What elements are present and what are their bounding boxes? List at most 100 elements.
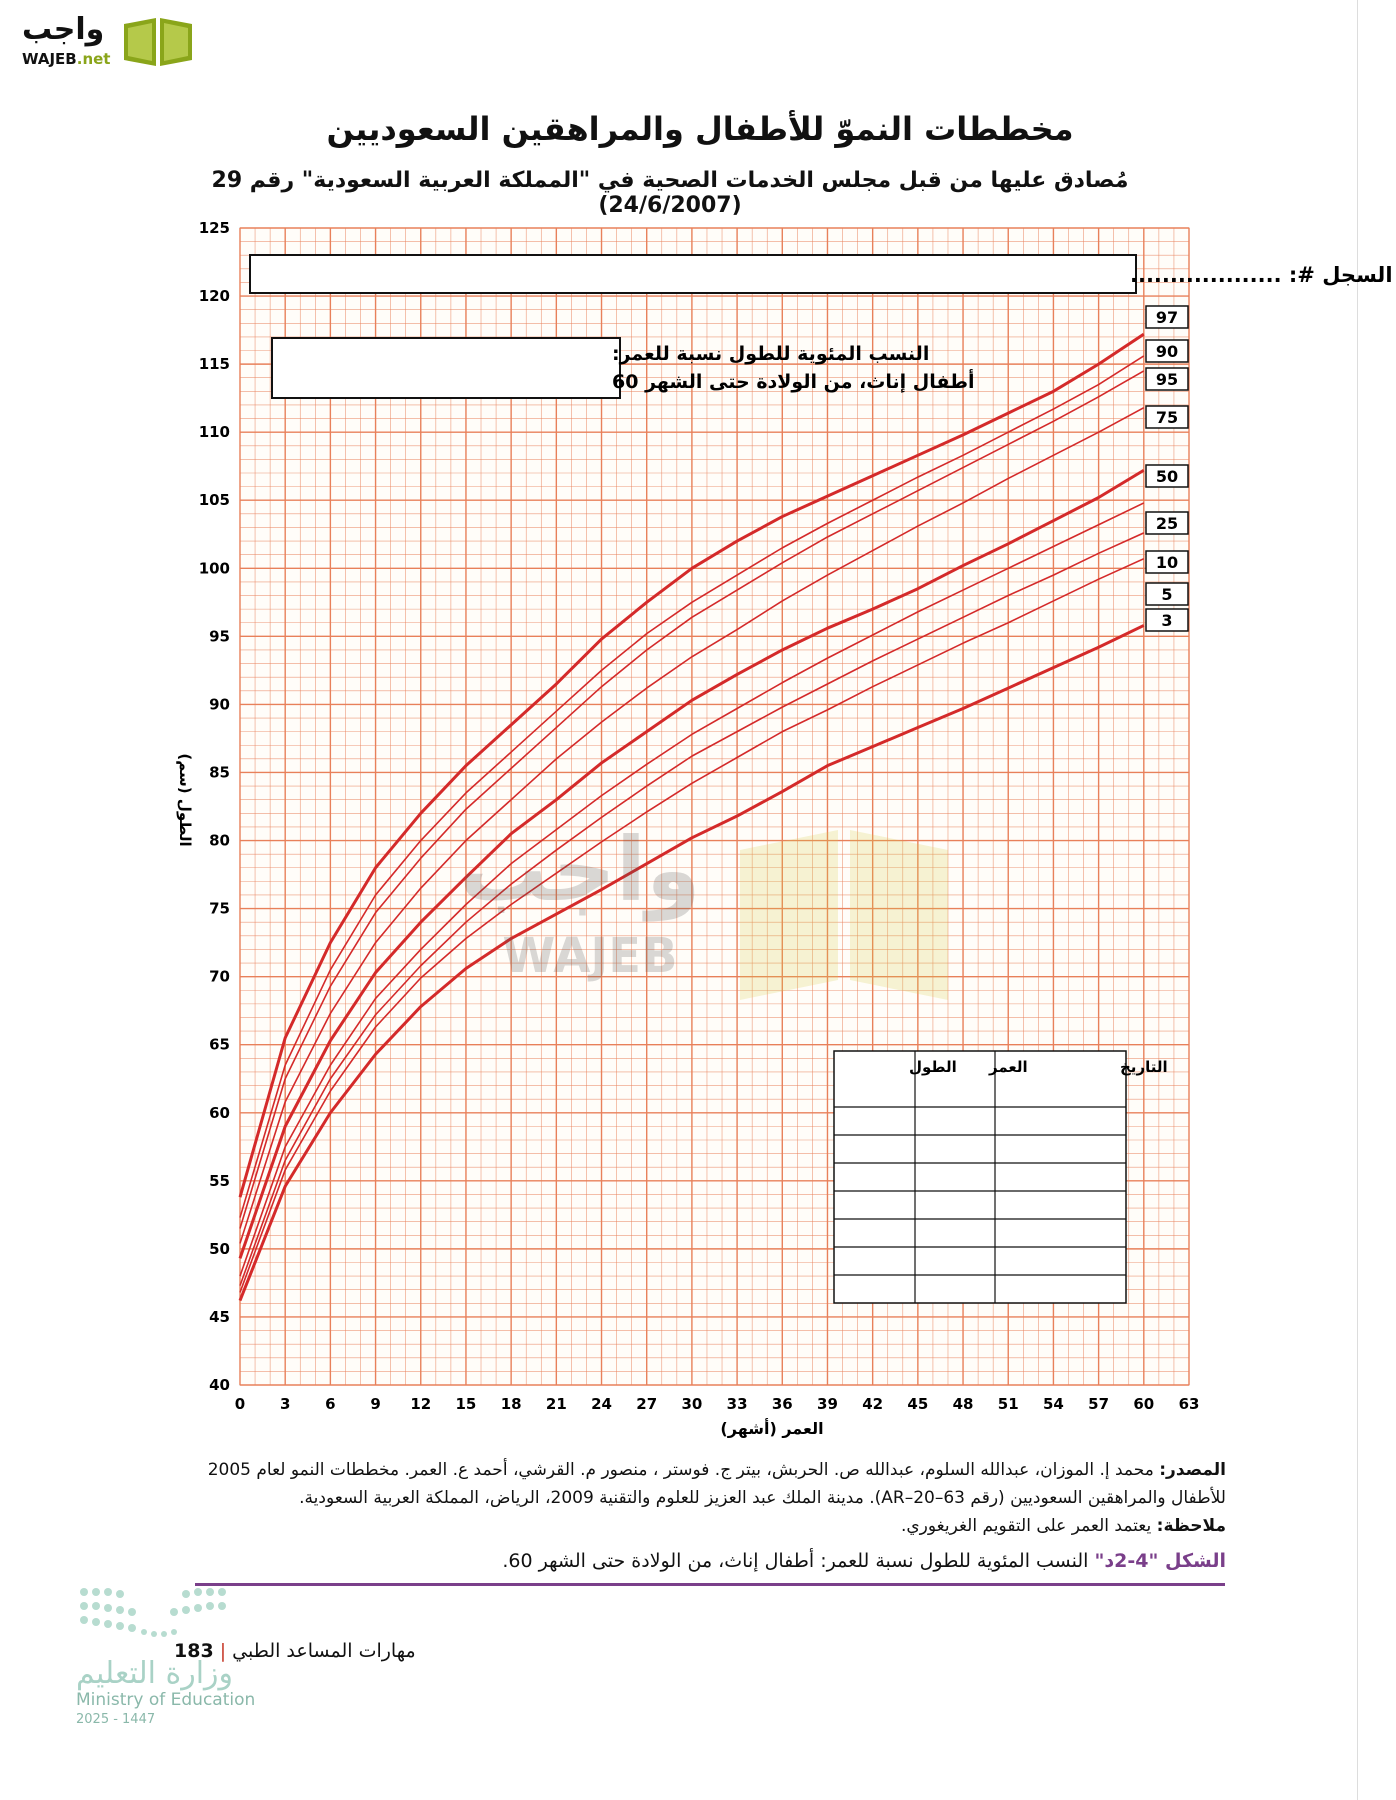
y-tick-label: 80 [209, 832, 230, 850]
x-tick-label: 3 [280, 1395, 290, 1413]
x-tick-label: 36 [772, 1395, 793, 1413]
curve-p25 [239, 502, 1145, 1277]
label-p95: 95 [1156, 370, 1178, 389]
label-box-p97 [1145, 305, 1189, 329]
label-box-p90 [1145, 339, 1189, 363]
page-subtitle: مُصادق عليها من قبل مجلس الخدمات الصحية … [211, 168, 1129, 218]
curve-p3 [238, 624, 1145, 1302]
label-box-p75 [1145, 405, 1189, 429]
x-tick-label: 57 [1088, 1395, 1109, 1413]
footer-separator: | [219, 1640, 233, 1662]
book-icon [124, 18, 192, 66]
logo-arabic-text: واجب [22, 12, 105, 47]
x-tick-label: 48 [953, 1395, 974, 1413]
name-box[interactable]: الاسم: ................. تاريخ الميلاد: … [249, 254, 1396, 294]
curve-p95 [239, 370, 1145, 1229]
chart-note-box: النسب المئوية للطول نسبة للعمر: أطفال إن… [271, 337, 975, 399]
y-axis-label: الطول (سم) [176, 753, 194, 846]
label-box-p50 [1145, 464, 1189, 488]
y-tick-label: 55 [209, 1172, 230, 1190]
label-box-p25 [1145, 511, 1189, 535]
label-p25: 25 [1156, 514, 1178, 533]
curve-p50 [238, 469, 1145, 1259]
note-label: ملاحظة: [1156, 1516, 1226, 1536]
y-tick-label: 65 [209, 1036, 230, 1054]
x-tick-label: 6 [325, 1395, 335, 1413]
table-header: العمر [988, 1058, 1028, 1076]
x-tick-label: 63 [1179, 1395, 1200, 1413]
y-axis-ticks: 40 45 50 55 60 65 70 75 80 85 90 95 100 105 110 115 120 1… [199, 219, 230, 1394]
watermark-latin: WAJEB [502, 928, 677, 984]
x-tick-label: 15 [456, 1395, 477, 1413]
y-tick-label: 40 [209, 1376, 230, 1394]
page-title: مخططات النموّ للأطفال والمراهقين السعودي… [326, 110, 1074, 148]
logo-latin-text: WAJEB.net [22, 50, 110, 68]
curve-p90 [239, 355, 1145, 1218]
page-footer: 183 | مهارات المساعد الطبي [174, 1640, 416, 1662]
y-tick-label: 95 [209, 627, 230, 645]
percentile-curves [238, 332, 1145, 1302]
curve-p75 [239, 406, 1145, 1244]
curve-p10 [239, 532, 1145, 1286]
percentile-labels: 97 90 95 75 50 25 10 5 3 [1145, 305, 1189, 632]
logo-tld: .net [76, 50, 111, 68]
source-line2: للأطفال والمراهقين السعوديين (رقم AR–20–… [299, 1488, 1226, 1508]
x-tick-label: 24 [591, 1395, 612, 1413]
curve-p97 [238, 332, 1145, 1198]
label-box-p95 [1145, 367, 1189, 391]
y-tick-label: 90 [209, 695, 230, 713]
record-table[interactable]: التاريخ العمر الطول [833, 1050, 1168, 1304]
y-tick-label: 45 [209, 1308, 230, 1326]
y-tick-label: 70 [209, 968, 230, 986]
x-tick-label: 21 [546, 1395, 567, 1413]
wajeb-logo[interactable]: واجب WAJEB.net [10, 6, 200, 70]
label-p10: 10 [1156, 553, 1178, 572]
book-title: مهارات المساعد الطبي [232, 1640, 416, 1662]
y-tick-label: 85 [209, 763, 230, 781]
figure-caption: الشكل "4-2د" النسب المئوية للطول نسبة لل… [206, 1550, 1226, 1572]
y-tick-label: 100 [199, 559, 230, 577]
x-axis-label: العمر (أشهر) [720, 1418, 823, 1438]
page-number: 183 [174, 1640, 214, 1662]
y-tick-label: 125 [199, 219, 230, 237]
x-tick-label: 30 [681, 1395, 702, 1413]
ministry-year: 2025 - 1447 [76, 1712, 156, 1727]
x-tick-label: 60 [1133, 1395, 1154, 1413]
label-p97: 97 [1156, 308, 1178, 327]
caption-label: الشكل "4-2د" [1094, 1550, 1226, 1572]
source-block: المصدر: محمد إ. الموزان، عبدالله السلوم،… [206, 1456, 1226, 1540]
chart-note-line2: أطفال إناث، من الولادة حتى الشهر 60 [612, 369, 975, 393]
page-edge [1357, 0, 1358, 1800]
y-tick-label: 60 [209, 1104, 230, 1122]
label-p50: 50 [1156, 467, 1178, 486]
x-tick-label: 45 [907, 1395, 928, 1413]
note-text: يعتمد العمر على التقويم الغريغوري. [900, 1516, 1152, 1536]
label-box-p10 [1145, 550, 1189, 574]
name-box-text: الاسم: ................. تاريخ الميلاد: … [1130, 263, 1396, 287]
table-frame [833, 1050, 1127, 1304]
source-label: المصدر: [1159, 1460, 1226, 1480]
logo-latin: WAJEB [22, 50, 77, 68]
ministry-arabic: وزارة التعليم [76, 1656, 234, 1691]
x-tick-label: 39 [817, 1395, 838, 1413]
chart-note-line1: النسب المئوية للطول نسبة للعمر: [612, 343, 929, 365]
ministry-dots-logo [80, 1588, 226, 1637]
ministry-english: Ministry of Education [76, 1690, 256, 1710]
y-tick-label: 110 [199, 423, 230, 441]
label-p75: 75 [1156, 408, 1178, 427]
y-tick-label: 75 [209, 900, 230, 918]
watermark-arabic: واجب [459, 818, 700, 922]
y-tick-label: 50 [209, 1240, 230, 1258]
label-p5: 5 [1161, 585, 1172, 604]
label-p3: 3 [1161, 611, 1172, 630]
y-tick-label: 120 [199, 287, 230, 305]
x-tick-label: 0 [235, 1395, 245, 1413]
curve-p5 [239, 558, 1145, 1293]
y-tick-label: 115 [199, 355, 230, 373]
caption-rule [195, 1583, 1225, 1586]
x-tick-label: 9 [370, 1395, 380, 1413]
x-tick-label: 33 [727, 1395, 748, 1413]
x-tick-label: 42 [862, 1395, 883, 1413]
x-tick-label: 54 [1043, 1395, 1064, 1413]
source-line1: محمد إ. الموزان، عبدالله السلوم، عبدالله… [207, 1460, 1154, 1480]
